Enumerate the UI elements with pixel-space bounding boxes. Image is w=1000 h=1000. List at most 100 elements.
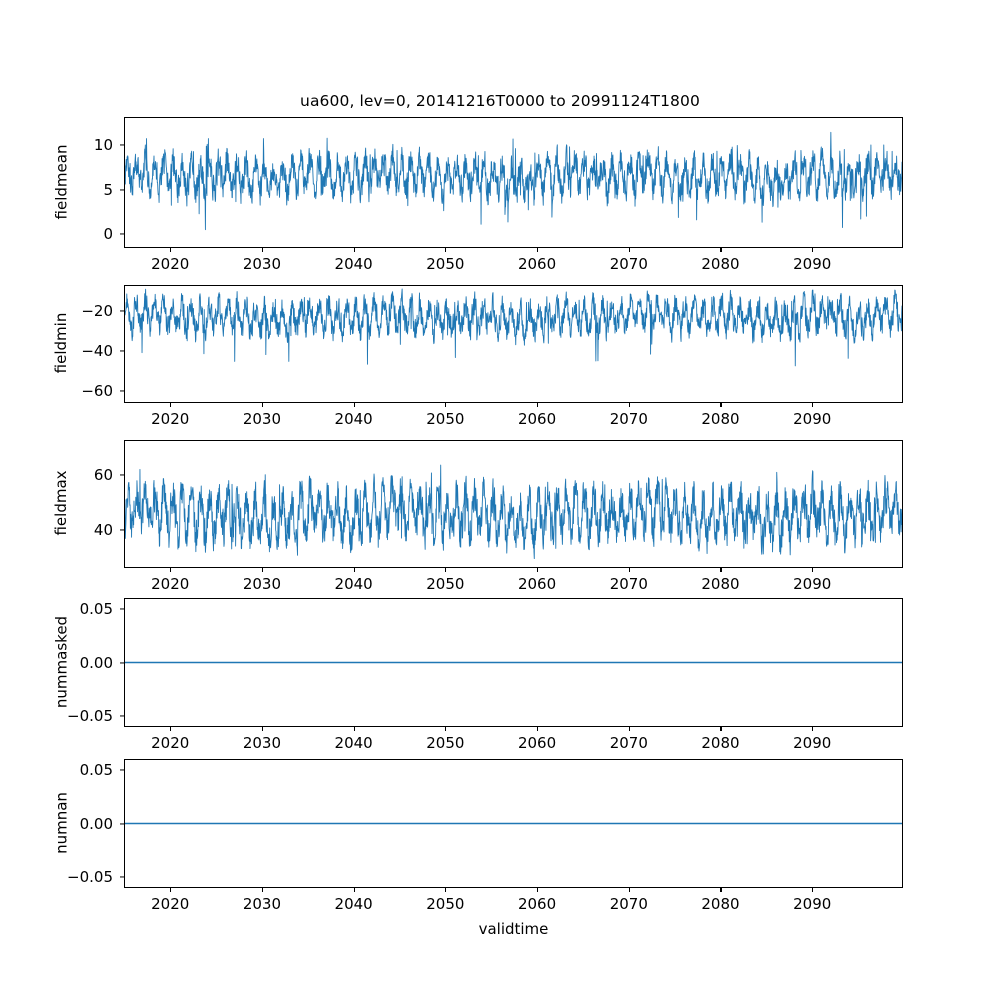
x-tick-mark (353, 403, 355, 407)
x-tick-mark (261, 888, 264, 892)
x-tick-mark (720, 727, 722, 731)
y-tick-mark (120, 608, 124, 610)
x-tick-label: 2050 (426, 734, 465, 752)
y-tick-mark (120, 769, 124, 771)
x-tick-label: 2030 (242, 734, 282, 752)
x-tick-mark (812, 727, 814, 731)
x-tick-label: 2060 (517, 255, 557, 273)
x-tick-label: 2070 (609, 734, 648, 752)
y-tick-label: 0 (103, 224, 113, 243)
x-tick-mark (445, 568, 447, 572)
y-tick-label: 5 (103, 180, 113, 199)
plot-panel-fieldmin (124, 285, 903, 403)
x-tick-mark (628, 248, 630, 252)
x-tick-mark (812, 403, 814, 407)
x-tick-label: 2050 (426, 895, 465, 913)
plot-panel-fieldmax (124, 440, 903, 568)
plot-panel-nummasked (124, 598, 903, 727)
x-tick-mark (628, 888, 630, 892)
y-tick-label: 60 (93, 466, 113, 485)
x-tick-label: 2090 (793, 255, 832, 273)
y-tick-label: 0.05 (79, 760, 113, 779)
x-tick-label: 2030 (242, 255, 282, 273)
x-tick-mark (720, 888, 722, 892)
x-tick-mark (261, 403, 264, 407)
y-axis-label-fieldmin: fieldmin (52, 312, 70, 374)
x-tick-mark (720, 403, 722, 407)
x-tick-label: 2050 (426, 575, 465, 593)
x-tick-mark (170, 248, 172, 252)
x-tick-label: 2030 (242, 575, 282, 593)
x-tick-label: 2040 (334, 895, 373, 913)
x-tick-mark (720, 248, 722, 252)
x-tick-label: 2070 (609, 410, 648, 428)
x-tick-label: 2050 (426, 255, 465, 273)
series-canvas (125, 131, 902, 231)
x-tick-mark (445, 888, 447, 892)
x-tick-label: 2040 (334, 255, 373, 273)
x-tick-label: 2030 (242, 410, 282, 428)
series-line-fieldmean (125, 131, 902, 231)
x-tick-mark (261, 248, 264, 252)
series-canvas (125, 661, 902, 664)
y-tick-mark (120, 390, 124, 392)
y-tick-mark (120, 233, 124, 235)
x-tick-label: 2060 (517, 410, 557, 428)
x-tick-mark (812, 888, 814, 892)
x-tick-mark (353, 248, 355, 252)
x-tick-label: 2080 (701, 255, 740, 273)
y-tick-mark (120, 189, 124, 191)
x-tick-mark (353, 888, 355, 892)
x-tick-mark (628, 568, 630, 572)
x-tick-mark (170, 727, 172, 731)
y-tick-label: 0.05 (79, 599, 113, 618)
x-tick-label: 2090 (793, 410, 832, 428)
x-tick-mark (537, 568, 539, 572)
x-tick-mark (445, 248, 447, 252)
y-tick-label: 0.00 (79, 653, 113, 672)
x-tick-label: 2070 (609, 255, 648, 273)
x-tick-mark (812, 568, 814, 572)
x-tick-label: 2060 (517, 734, 557, 752)
figure-title: ua600, lev=0, 20141216T0000 to 20991124T… (300, 92, 700, 110)
x-tick-label: 2040 (334, 734, 373, 752)
y-tick-label: −0.05 (67, 707, 113, 726)
x-tick-label: 2090 (793, 575, 832, 593)
y-tick-label: −20 (81, 302, 113, 320)
y-tick-mark (120, 350, 124, 352)
y-tick-mark (120, 529, 124, 531)
x-tick-label: 2020 (151, 575, 190, 593)
x-tick-mark (628, 403, 630, 407)
y-tick-mark (120, 310, 124, 312)
x-tick-mark (537, 727, 539, 731)
x-tick-mark (720, 568, 722, 572)
y-tick-label: −60 (81, 382, 113, 400)
plot-panel-numnan (124, 759, 903, 888)
x-tick-label: 2050 (426, 410, 465, 428)
x-tick-label: 2090 (793, 734, 832, 752)
x-tick-label: 2070 (609, 575, 648, 593)
x-tick-label: 2040 (334, 410, 373, 428)
x-tick-label: 2020 (151, 895, 190, 913)
x-tick-mark (261, 727, 264, 731)
y-tick-mark (120, 144, 124, 146)
y-tick-label: 0.00 (79, 814, 113, 833)
x-tick-mark (353, 568, 355, 572)
x-tick-mark (170, 888, 172, 892)
y-tick-mark (120, 822, 124, 825)
x-tick-mark (353, 727, 355, 731)
plot-panel-fieldmean (124, 117, 903, 248)
x-tick-mark (537, 888, 539, 892)
x-tick-mark (170, 403, 172, 407)
series-line-fieldmax (125, 464, 902, 560)
series-line-fieldmin (125, 288, 902, 367)
y-tick-label: 40 (93, 520, 113, 539)
x-tick-label: 2060 (517, 895, 557, 913)
y-axis-label-numnan: numnan (52, 791, 70, 854)
x-axis-label: validtime (478, 920, 549, 938)
y-tick-label: −40 (81, 342, 113, 360)
x-tick-label: 2040 (334, 575, 373, 593)
x-tick-mark (170, 568, 172, 572)
x-tick-mark (445, 727, 447, 731)
